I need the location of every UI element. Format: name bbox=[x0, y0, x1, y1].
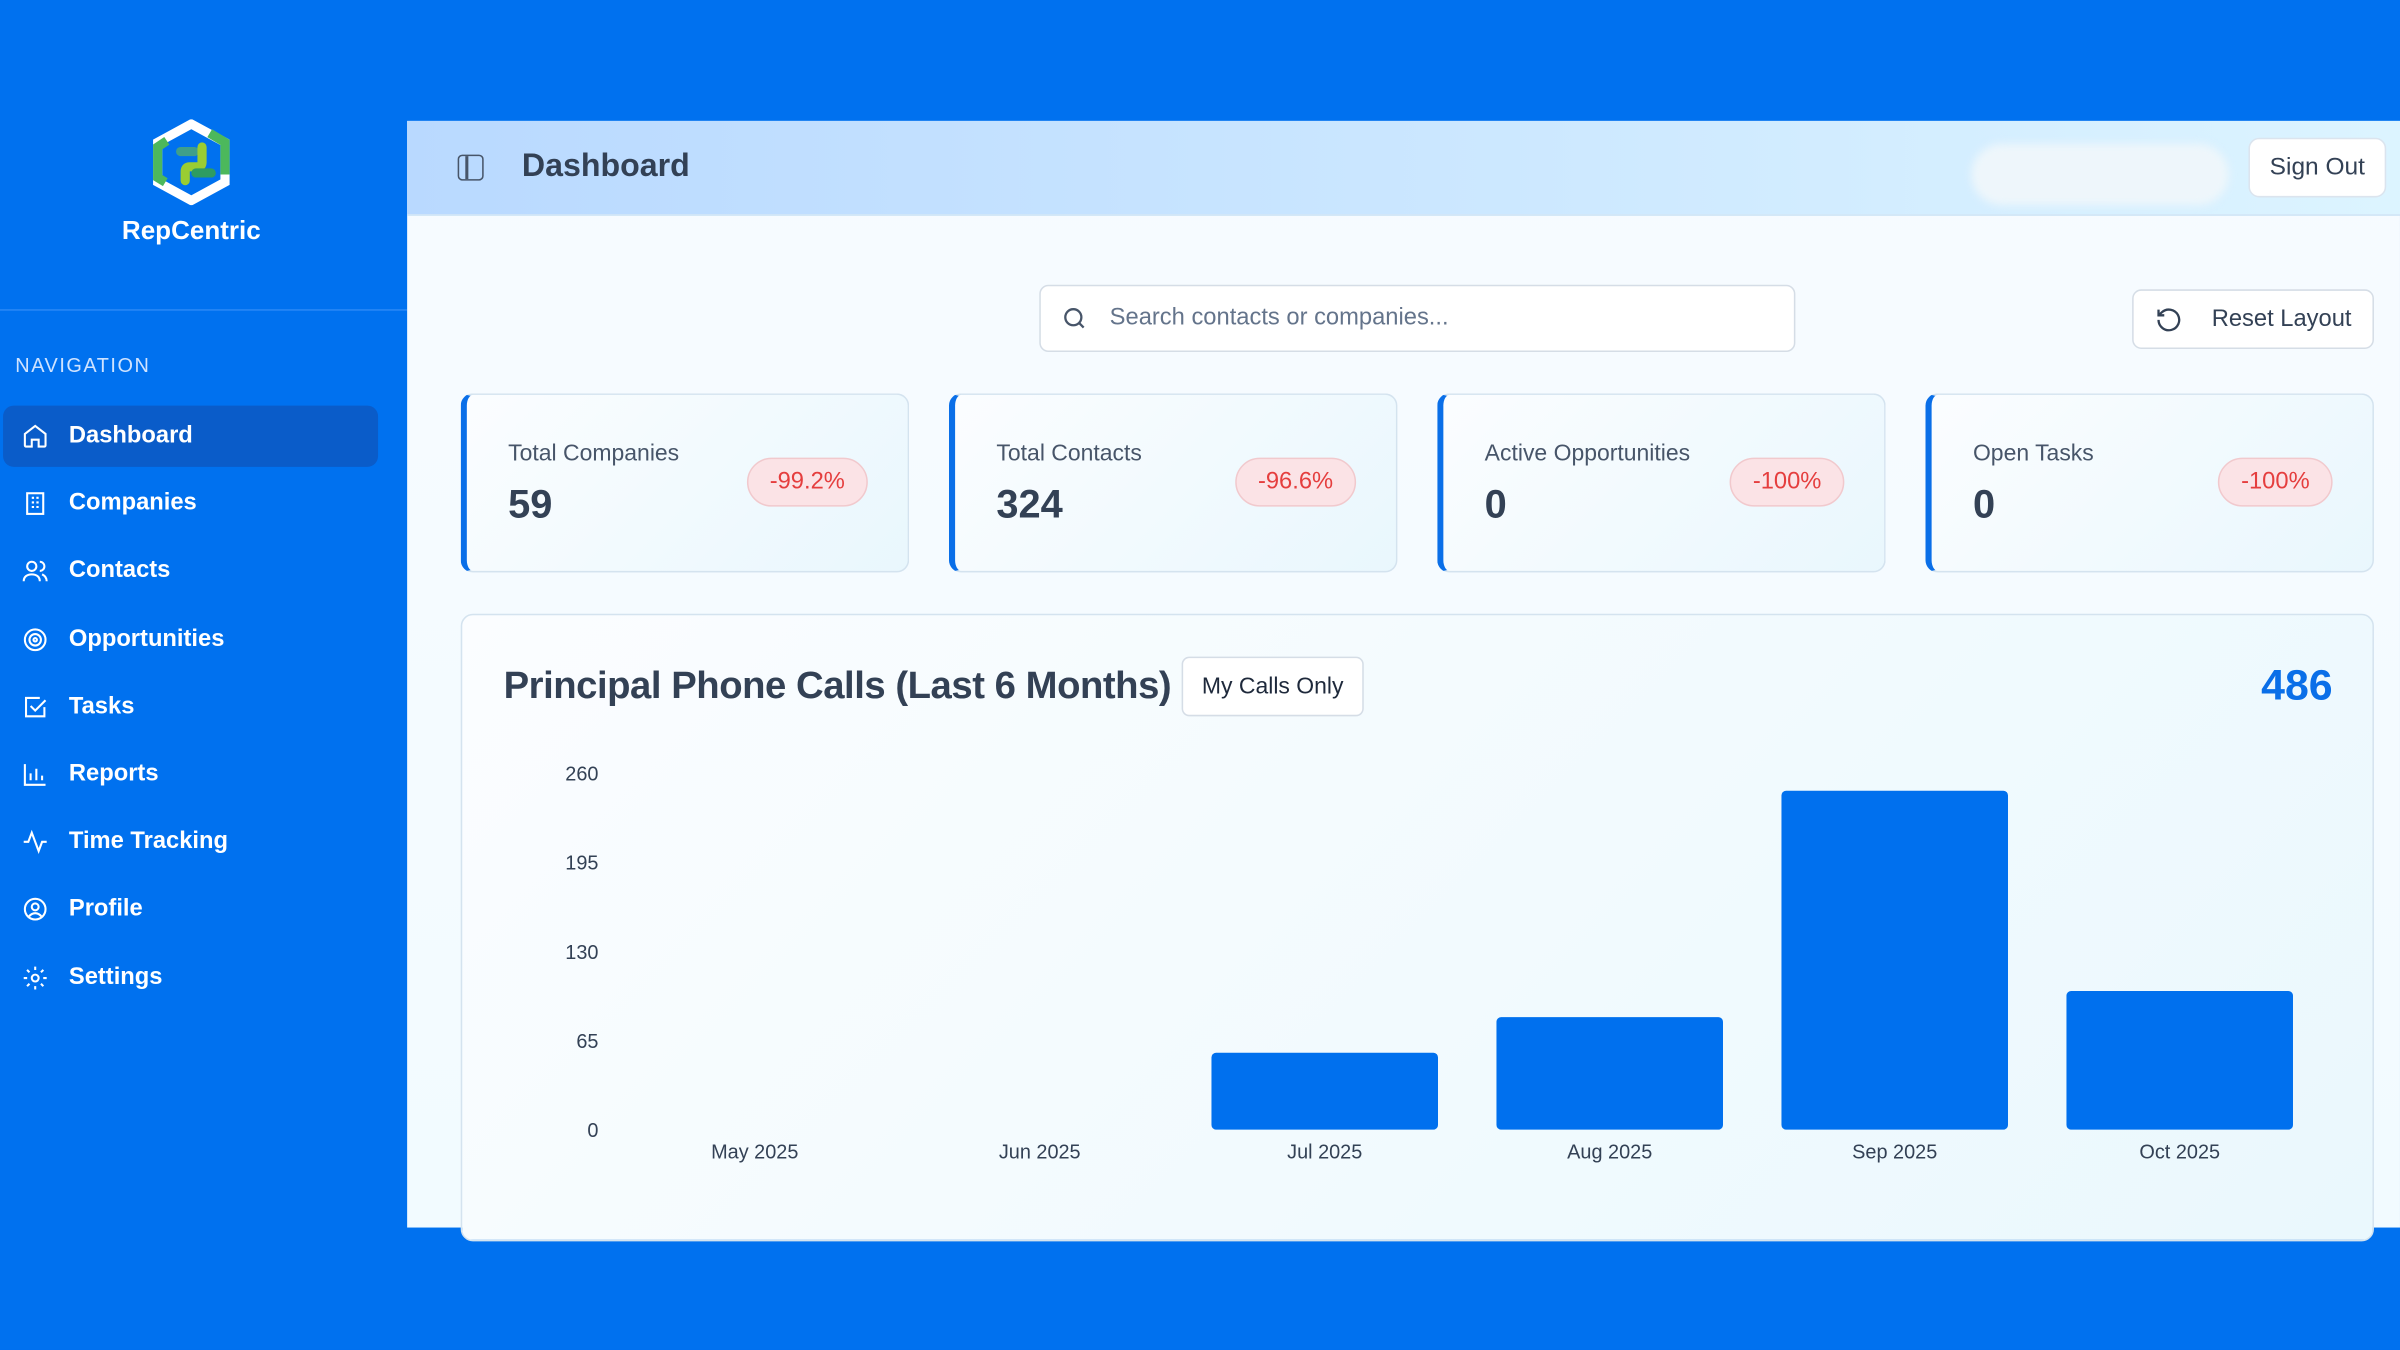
chart-title: Principal Phone Calls (Last 6 Months) bbox=[503, 664, 1172, 708]
stat-card-opportunities[interactable]: Active Opportunities 0 -100% bbox=[1437, 393, 1886, 573]
sidebar-item-label: Contacts bbox=[68, 557, 171, 584]
y-tick-label: 65 bbox=[576, 1031, 598, 1053]
x-tick-label: Jun 2025 bbox=[999, 1142, 1081, 1164]
gear-icon bbox=[23, 965, 47, 989]
stat-label: Active Opportunities bbox=[1484, 440, 1691, 467]
building-icon bbox=[26, 492, 45, 516]
activity-icon bbox=[23, 829, 47, 855]
x-tick-label: Jul 2025 bbox=[1287, 1142, 1362, 1164]
user-circle-icon bbox=[23, 898, 47, 922]
stat-label: Open Tasks bbox=[1972, 440, 2094, 467]
stat-card-companies[interactable]: Total Companies 59 -99.2% bbox=[460, 393, 910, 573]
my-calls-only-button[interactable]: My Calls Only bbox=[1181, 656, 1364, 717]
stat-label: Total Contacts bbox=[996, 440, 1142, 467]
sidebar-item-dashboard[interactable]: Dashboard bbox=[3, 405, 379, 467]
stat-change-badge: -100% bbox=[1729, 457, 1845, 507]
reset-layout-button[interactable]: Reset Layout bbox=[2132, 289, 2374, 349]
stat-change-badge: -100% bbox=[2218, 457, 2333, 507]
sidebar-item-label: Dashboard bbox=[68, 422, 193, 449]
sidebar-item-label: Profile bbox=[68, 895, 143, 922]
y-tick-label: 260 bbox=[565, 764, 598, 786]
stat-value: 0 bbox=[1972, 480, 1996, 527]
sidebar-item-opportunities[interactable]: Opportunities bbox=[3, 609, 378, 670]
x-tick-label: May 2025 bbox=[711, 1142, 798, 1164]
reset-layout-label: Reset Layout bbox=[2211, 305, 2352, 332]
users-icon bbox=[22, 561, 48, 582]
y-tick-label: 195 bbox=[565, 853, 598, 875]
top-header: Dashboard Sign Out bbox=[407, 120, 2400, 216]
stat-value: 0 bbox=[1484, 480, 1507, 527]
rotate-ccw-icon bbox=[2157, 307, 2181, 331]
user-menu-redacted[interactable] bbox=[1971, 143, 2229, 206]
nav-list: Dashboard Companies Contacts Opportuniti… bbox=[3, 405, 379, 1015]
sidebar-item-profile[interactable]: Profile bbox=[3, 879, 378, 940]
main-content: Dashboard Sign Out Reset Layout Total Co… bbox=[407, 120, 2400, 1242]
bar-chart: 0 65 130 195 260 May 2025 Jun 2025 Jul 2025 Aug … bbox=[565, 764, 2293, 1164]
stat-value: 59 bbox=[508, 480, 553, 527]
y-tick-label: 130 bbox=[565, 942, 598, 964]
sidebar-item-label: Tasks bbox=[68, 692, 135, 719]
search-icon bbox=[1064, 308, 1085, 329]
bar-sep-2025[interactable] bbox=[1781, 790, 2008, 1130]
sidebar-item-settings[interactable]: Settings bbox=[3, 947, 378, 1008]
search-input[interactable] bbox=[1109, 304, 1753, 333]
search-box[interactable] bbox=[1039, 284, 1796, 353]
stat-value: 324 bbox=[996, 480, 1063, 527]
x-tick-label: Sep 2025 bbox=[1852, 1142, 1937, 1164]
sign-out-button[interactable]: Sign Out bbox=[2248, 137, 2387, 198]
sidebar-item-companies[interactable]: Companies bbox=[3, 473, 378, 534]
x-tick-label: Oct 2025 bbox=[2139, 1142, 2220, 1164]
stat-card-tasks[interactable]: Open Tasks 0 -100% bbox=[1925, 393, 2374, 573]
sidebar-item-label: Reports bbox=[68, 760, 159, 787]
sidebar-item-label: Time Tracking bbox=[68, 828, 228, 855]
brand-name: RepCentric bbox=[121, 215, 261, 245]
bar-oct-2025[interactable] bbox=[2066, 991, 2293, 1130]
y-tick-label: 0 bbox=[587, 1120, 598, 1142]
stat-change-badge: -99.2% bbox=[746, 457, 868, 507]
nav-section-label: NAVIGATION bbox=[15, 353, 151, 377]
logo[interactable]: RepCentric bbox=[115, 118, 268, 246]
sidebar: RepCentric NAVIGATION Dashboard Companie… bbox=[0, 0, 408, 1350]
bar-aug-2025[interactable] bbox=[1496, 1017, 1723, 1130]
sidebar-item-time-tracking[interactable]: Time Tracking bbox=[3, 811, 378, 872]
page-title: Dashboard bbox=[521, 148, 690, 184]
home-icon bbox=[23, 424, 47, 448]
x-tick-label: Aug 2025 bbox=[1567, 1142, 1652, 1164]
stat-change-badge: -96.6% bbox=[1235, 457, 1357, 507]
stat-label: Total Companies bbox=[508, 440, 680, 467]
bar-chart-icon bbox=[23, 764, 46, 786]
sidebar-item-label: Opportunities bbox=[68, 625, 225, 652]
stat-card-contacts[interactable]: Total Contacts 324 -96.6% bbox=[948, 393, 1398, 573]
sidebar-toggle-icon[interactable] bbox=[457, 154, 484, 181]
repcentric-logo-icon bbox=[153, 118, 230, 206]
checkbox-icon bbox=[24, 696, 47, 717]
sidebar-item-contacts[interactable]: Contacts bbox=[3, 541, 378, 602]
sidebar-item-label: Companies bbox=[68, 490, 197, 517]
sidebar-item-reports[interactable]: Reports bbox=[3, 744, 378, 805]
sidebar-divider bbox=[0, 309, 408, 311]
sidebar-item-label: Settings bbox=[68, 963, 163, 990]
total-calls: 486 bbox=[2261, 661, 2333, 709]
target-icon bbox=[23, 627, 47, 651]
bar-jul-2025[interactable] bbox=[1211, 1052, 1438, 1130]
sidebar-item-tasks[interactable]: Tasks bbox=[3, 676, 378, 737]
phone-calls-chart-card: Principal Phone Calls (Last 6 Months) My… bbox=[460, 613, 2374, 1242]
